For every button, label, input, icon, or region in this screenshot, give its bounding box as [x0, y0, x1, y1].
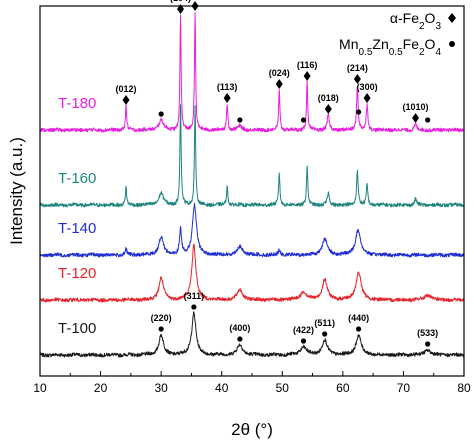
hkl-label: (1010): [403, 102, 429, 112]
alpha-fe2o3-marker: [223, 93, 231, 103]
y-axis-title: Intensity (a.u.): [7, 137, 26, 245]
ferrite-marker: [322, 331, 328, 337]
hkl-label: (214): [347, 63, 368, 73]
series-line-t-180: [39, 11, 465, 133]
series-layer: [39, 11, 465, 358]
legend-circle-icon: [449, 41, 455, 47]
hkl-label: (311): [184, 291, 205, 301]
series-label-t-100: T-100: [58, 320, 96, 337]
x-tick-label: 60: [336, 381, 350, 395]
x-tick-label: 80: [457, 381, 471, 395]
ferrite-marker: [300, 338, 307, 344]
x-tick-label: 20: [94, 381, 108, 395]
hkl-label: (400): [229, 323, 250, 333]
ferrite-marker: [356, 109, 362, 115]
ferrite-marker: [300, 117, 307, 123]
series-label-t-140: T-140: [58, 220, 96, 237]
hkl-label: (113): [217, 82, 238, 92]
hkl-label: (018): [318, 93, 339, 103]
series-line-t-140: [39, 202, 465, 258]
legend-diamond-icon: [448, 13, 456, 23]
x-tick-label: 10: [33, 381, 47, 395]
hkl-label: (533): [417, 328, 438, 338]
hkl-label: (104): [170, 0, 191, 3]
annotation-layer: T-100 (220) (311) (400) (422)(511) (440) (533)…: [58, 0, 438, 347]
hkl-label: (220): [151, 313, 172, 323]
series-label-t-120: T-120: [58, 265, 96, 282]
ferrite-marker: [158, 111, 164, 117]
x-tick-label: 50: [276, 381, 290, 395]
ferrite-marker: [237, 117, 243, 123]
x-tick-label: 40: [215, 381, 229, 395]
x-axis: 10 20 30 40 50 60 70 80: [33, 371, 471, 395]
alpha-fe2o3-marker: [275, 79, 283, 89]
series-label-t-160: T-160: [58, 170, 96, 187]
series-line-t-160: [39, 104, 465, 208]
hkl-label: (116): [297, 60, 318, 70]
hkl-label: (300): [357, 82, 378, 92]
series-line-t-100: [39, 311, 465, 358]
ferrite-marker: [356, 326, 362, 332]
series-label-t-180: T-180: [58, 95, 96, 112]
alpha-fe2o3-marker: [353, 74, 361, 84]
ferrite-marker: [425, 117, 431, 123]
series-line-t-120: [39, 243, 465, 303]
alpha-fe2o3-marker: [412, 113, 420, 123]
alpha-fe2o3-marker: [303, 71, 311, 81]
alpha-fe2o3-marker: [363, 93, 371, 103]
alpha-fe2o3-marker: [324, 104, 332, 114]
hkl-label: (511): [314, 318, 335, 328]
ferrite-marker: [191, 304, 197, 310]
ferrite-marker: [425, 341, 431, 347]
x-tick-label: 70: [397, 381, 411, 395]
x-tick-label: 30: [154, 381, 168, 395]
x-axis-title: 2θ (°): [231, 420, 273, 439]
hkl-label: (024): [269, 68, 290, 78]
ferrite-marker: [158, 326, 164, 332]
ferrite-marker: [237, 336, 243, 342]
hkl-label: (012): [116, 84, 137, 94]
alpha-fe2o3-marker: [122, 95, 130, 105]
hkl-label: (440): [348, 313, 369, 323]
hkl-label: (422): [293, 325, 314, 335]
